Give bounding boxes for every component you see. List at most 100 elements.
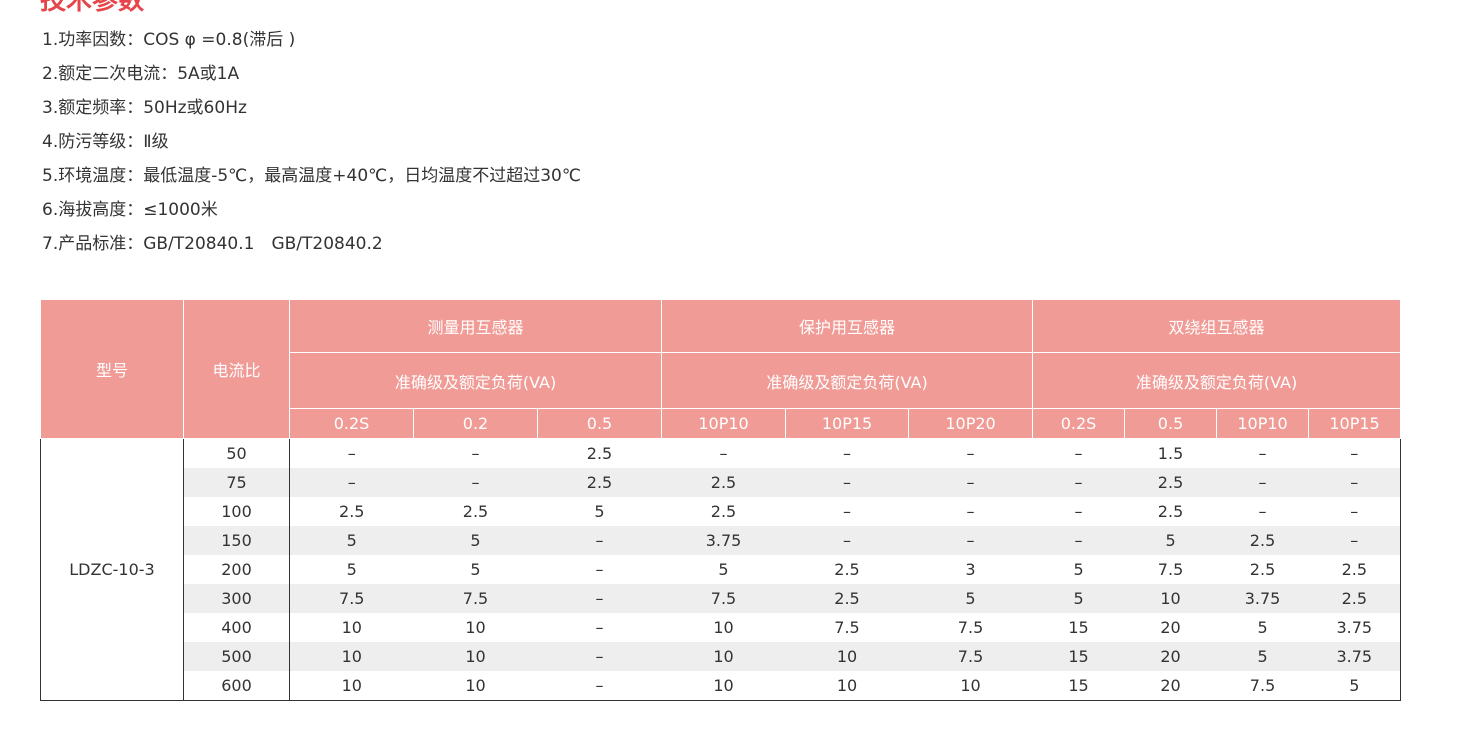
model-header: 型号 (40, 299, 184, 439)
value-cell: 2.5 (339, 502, 365, 521)
group-header: 双绕组互感器 (1032, 299, 1402, 353)
value-cell: – (908, 526, 1033, 555)
ratio-cell: 100 (183, 497, 290, 526)
value-cell: – (537, 584, 662, 613)
value-cell: – (908, 468, 1033, 497)
value-cell: 5 (1216, 642, 1309, 671)
value-cell: 2.5 (710, 502, 737, 521)
value-cell: – (347, 444, 356, 463)
group-header: 保护用互感器 (661, 299, 1034, 353)
sub-header: 准确级及额定负荷(VA) (661, 352, 1034, 409)
spec-list: 1.功率因数：COS φ =0.8(滞后 ) 2.额定二次电流：5A或1A 3.额定… (42, 26, 581, 264)
value-cell: 5 (908, 584, 1033, 613)
data-row: 400 10 10 – 10 7.5 7.5 15 20 5 3.75 (41, 613, 1401, 642)
value-cell: – (1308, 468, 1401, 497)
value-cell: 7.5 (1249, 676, 1276, 695)
value-cell: – (595, 560, 604, 579)
value-cell: 10 (413, 642, 538, 671)
ratio-cell: 500 (183, 642, 290, 671)
heading: 技术参数 (40, 0, 145, 16)
column-header: 10P10 (661, 408, 787, 439)
value-cell: 5 (1073, 560, 1084, 579)
value-cell: 10 (341, 618, 362, 637)
value-cell: 2.5 (1124, 468, 1217, 497)
value-cell: 7.5 (1157, 560, 1184, 579)
value-cell: 7.5 (908, 642, 1033, 671)
value-cell: 2.5 (834, 560, 860, 579)
model-cell: LDZC-10-3 (40, 438, 184, 701)
value-cell: 7.5 (834, 618, 860, 637)
value-cell: – (1074, 502, 1083, 521)
value-cell: 3.75 (661, 526, 786, 555)
column-header: 10P10 (1216, 408, 1310, 439)
value-cell: 15 (1032, 642, 1125, 671)
column-header: 0.2 (413, 408, 538, 439)
column-header: 0.5 (536, 408, 663, 439)
data-row: 200 5 5 – 5 2.5 3 5 7.5 2.5 2.5 (41, 555, 1401, 584)
value-cell: 15 (1068, 676, 1089, 695)
data-row: 300 7.5 7.5–7.5 2.5 5 5 10 3.75 2.5 (41, 584, 1401, 613)
value-cell: 2.5 (586, 444, 613, 463)
value-cell: 5 (470, 560, 481, 579)
value-cell: 3 (965, 560, 976, 579)
value-cell: – (289, 468, 414, 497)
ratio-cell: 150 (183, 526, 290, 555)
value-cell: 10 (661, 642, 786, 671)
spec-item: 5.环境温度：最低温度-5℃，最高温度+40℃，日均温度不过超过30℃ (42, 166, 581, 186)
value-cell: 2.5 (1216, 526, 1309, 555)
group-header: 测量用互感器 (288, 299, 663, 353)
value-cell: 2.5 (462, 502, 489, 521)
value-cell: – (537, 526, 662, 555)
value-cell: 1.5 (1157, 444, 1184, 463)
value-cell: 10 (341, 676, 362, 695)
sub-header: 准确级及额定负荷(VA) (288, 352, 663, 409)
value-cell: 2.5 (1249, 560, 1276, 579)
ratio-cell: 50 (183, 438, 290, 468)
data-row: 600 10 10 – 10 10 10 15 20 7.5 5 (41, 671, 1401, 701)
value-cell: – (1350, 502, 1359, 521)
value-cell: – (595, 618, 604, 637)
data-row: 150 5 5–3.75– – –5 2.5– (41, 526, 1401, 555)
spec-item: 6.海拔高度：≤1000米 (42, 200, 218, 220)
value-cell: 5 (1032, 584, 1125, 613)
value-cell: 2.5 (1308, 584, 1401, 613)
spec-item: 4.防污等级：Ⅱ级 (42, 132, 169, 152)
ratio-cell: 200 (183, 555, 290, 584)
ratio-header: 电流比 (183, 299, 290, 439)
value-cell: 10 (465, 676, 486, 695)
value-cell: 10 (289, 642, 414, 671)
spec-item: 7.产品标准：GB/T20840.1 GB/T20840.2 (42, 234, 383, 254)
ratio-cell: 75 (183, 468, 290, 497)
table-head: 型号 电流比 测量用互感器 保护用互感器 双绕组互感器 准确级及额定负荷(VA) 准确级及额… (40, 299, 1402, 439)
value-cell: – (843, 444, 852, 463)
value-cell: 10 (960, 676, 981, 695)
header-row: 型号 电流比 测量用互感器 保护用互感器 双绕组互感器 (40, 299, 1402, 439)
value-cell: 5 (594, 502, 605, 521)
column-header: 0.2S (289, 408, 414, 439)
value-cell: 5 (1124, 526, 1217, 555)
value-cell: 7.5 (413, 584, 538, 613)
value-cell: 10 (465, 618, 486, 637)
value-cell: 2.5 (537, 468, 662, 497)
spec-item: 1.功率因数：COS φ =0.8(滞后 ) (42, 30, 296, 50)
value-cell: – (1216, 468, 1309, 497)
value-cell: – (1350, 444, 1359, 463)
data-row: LDZC-10-3 50– –2.5– – – –1.5– – (40, 438, 1401, 701)
value-cell: 20 (1124, 642, 1217, 671)
spec-table: 型号 电流比 测量用互感器 保护用互感器 双绕组互感器 准确级及额定负荷(VA) 准确级及额… (40, 299, 1402, 701)
header-row: 准确级及额定负荷(VA) 准确级及额定负荷(VA) 准确级及额定负荷(VA) (41, 352, 1402, 409)
value-cell: – (966, 502, 975, 521)
column-header: 10P20 (908, 408, 1034, 439)
spec-item: 3.额定频率：50Hz或60Hz (42, 98, 247, 118)
value-cell: 10 (1124, 584, 1217, 613)
value-cell: 7.5 (661, 584, 786, 613)
value-cell: – (537, 642, 662, 671)
value-cell: 10 (836, 676, 858, 695)
column-header: 10P15 (1308, 408, 1402, 439)
value-cell: 2.5 (785, 584, 909, 613)
value-cell: 3.75 (1216, 584, 1309, 613)
column-header: 0.2S (1032, 408, 1126, 439)
value-cell: 5 (346, 560, 357, 579)
value-cell: 3.75 (1336, 618, 1373, 637)
